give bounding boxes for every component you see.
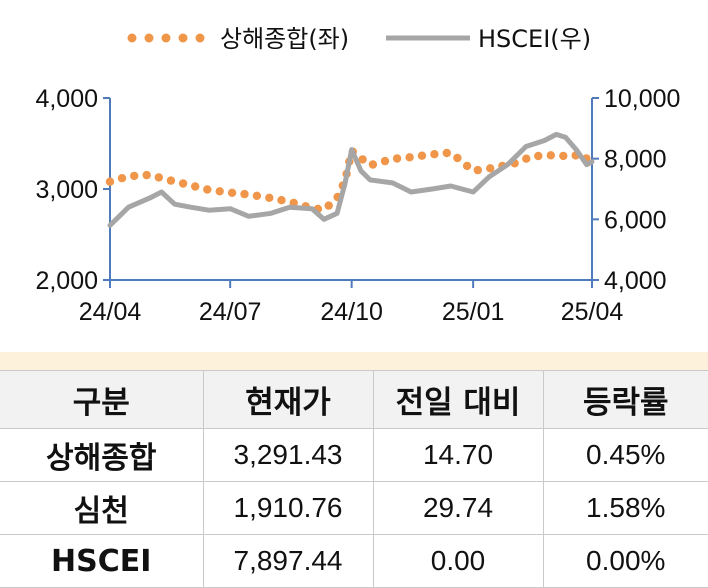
series-point-shanghai bbox=[178, 179, 188, 188]
row-price: 7,897.44 bbox=[203, 534, 374, 588]
legend-marker-shanghai bbox=[144, 33, 154, 43]
legend-marker-shanghai bbox=[161, 33, 171, 43]
series-point-shanghai bbox=[522, 154, 531, 163]
series-point-shanghai bbox=[277, 196, 286, 205]
series-point-shanghai bbox=[203, 185, 212, 194]
row-change: 14.70 bbox=[373, 428, 544, 482]
legend-marker-shanghai bbox=[178, 33, 188, 43]
series-point-shanghai bbox=[430, 150, 439, 159]
left-tick-label: 2,000 bbox=[35, 267, 98, 295]
legend-label-hscei: HSCEI(우) bbox=[478, 25, 591, 53]
right-tick-label: 10,000 bbox=[604, 85, 680, 113]
series-point-shanghai bbox=[130, 171, 139, 181]
left-tick-label: 4,000 bbox=[35, 85, 98, 113]
series-point-shanghai bbox=[324, 201, 333, 210]
series-line-hscei bbox=[107, 131, 595, 228]
x-tick-label: 25/01 bbox=[442, 298, 505, 326]
series-point-shanghai bbox=[559, 151, 568, 161]
table-row: 심천 1,910.76 29.74 1.58% bbox=[0, 481, 708, 535]
header-price: 현재가 bbox=[203, 370, 374, 429]
right-tick-label: 6,000 bbox=[604, 206, 667, 234]
table-header-row: 구분 현재가 전일 대비 등락률 bbox=[0, 370, 708, 429]
series-point-shanghai bbox=[453, 153, 462, 163]
row-rate: 1.58% bbox=[543, 481, 708, 535]
section-divider bbox=[0, 352, 708, 370]
series-point-shanghai bbox=[240, 189, 249, 199]
row-rate: 0.00% bbox=[543, 534, 708, 588]
right-tick-label: 8,000 bbox=[604, 146, 667, 174]
series-point-shanghai bbox=[462, 161, 472, 171]
chart-area: 2,000 3,000 4,000 4,000 6,000 8,000 10,000 24/0… bbox=[35, 25, 680, 326]
series-point-shanghai bbox=[405, 153, 414, 162]
header-category: 구분 bbox=[0, 370, 204, 429]
series-point-shanghai bbox=[105, 177, 115, 186]
row-change: 29.74 bbox=[373, 481, 544, 535]
row-name: 심천 bbox=[0, 481, 204, 535]
series-point-shanghai bbox=[392, 154, 402, 163]
right-tick-label: 4,000 bbox=[604, 267, 667, 295]
series-point-shanghai bbox=[166, 176, 176, 185]
header-rate: 등락률 bbox=[543, 370, 708, 429]
series-point-shanghai bbox=[191, 182, 200, 191]
table-row: HSCEI 7,897.44 0.00 0.00% bbox=[0, 534, 708, 588]
table-row: 상해종합 3,291.43 14.70 0.45% bbox=[0, 428, 708, 482]
series-point-shanghai bbox=[142, 170, 151, 180]
left-tick-label: 3,000 bbox=[35, 176, 98, 204]
row-change: 0.00 bbox=[373, 534, 544, 588]
x-tick-label: 24/10 bbox=[320, 298, 383, 326]
legend-marker-shanghai bbox=[127, 33, 137, 43]
row-name: HSCEI bbox=[0, 534, 204, 588]
series-point-shanghai bbox=[473, 165, 482, 175]
index-table-wrap: 구분 현재가 전일 대비 등락률 상해종합 3,291.43 14.70 0.4… bbox=[0, 370, 708, 588]
series-point-shanghai bbox=[252, 191, 262, 200]
x-tick-label: 25/04 bbox=[561, 298, 624, 326]
series-point-shanghai bbox=[442, 148, 451, 158]
series-point-shanghai bbox=[486, 164, 495, 173]
series-point-shanghai bbox=[215, 187, 224, 196]
row-price: 3,291.43 bbox=[203, 428, 374, 482]
row-name: 상해종합 bbox=[0, 428, 204, 482]
series-point-shanghai bbox=[534, 151, 543, 161]
x-tick-label: 24/04 bbox=[79, 298, 142, 326]
series-point-shanghai bbox=[358, 155, 367, 164]
header-change: 전일 대비 bbox=[373, 370, 544, 429]
legend-label-shanghai: 상해종합(좌) bbox=[220, 25, 349, 53]
legend-marker-shanghai bbox=[195, 33, 205, 43]
index-table: 구분 현재가 전일 대비 등락률 상해종합 3,291.43 14.70 0.4… bbox=[0, 370, 708, 588]
series-point-shanghai bbox=[546, 151, 555, 160]
x-tick-label: 24/07 bbox=[199, 298, 262, 326]
series-point-shanghai bbox=[154, 173, 163, 182]
series-point-shanghai bbox=[380, 156, 390, 166]
series-point-shanghai bbox=[368, 160, 378, 169]
row-price: 1,910.76 bbox=[203, 481, 374, 535]
series-point-shanghai bbox=[265, 193, 274, 202]
row-rate: 0.45% bbox=[543, 428, 708, 482]
index-chart: 2,000 3,000 4,000 4,000 6,000 8,000 10,000 24/0… bbox=[35, 25, 680, 326]
series-point-shanghai bbox=[417, 151, 427, 160]
series-point-shanghai bbox=[117, 174, 127, 183]
series-point-shanghai bbox=[227, 188, 237, 197]
